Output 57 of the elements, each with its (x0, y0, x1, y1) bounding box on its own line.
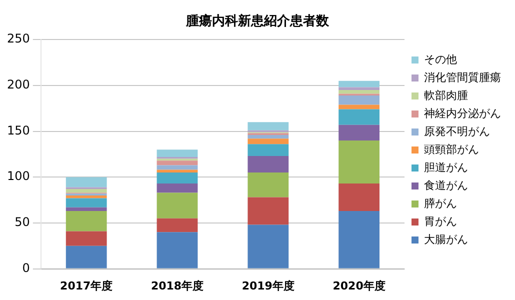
bar (338, 80, 380, 88)
bar (338, 104, 380, 110)
legend-label: 消化管間質腫瘍 (424, 70, 501, 84)
legend-label: 神経内分泌がん (424, 106, 501, 120)
bar (156, 184, 198, 193)
bar (66, 189, 107, 193)
bar (338, 96, 380, 105)
bar (248, 172, 289, 198)
bar (248, 224, 289, 268)
legend-label: 膵がん (424, 196, 457, 210)
legend-label: その他 (424, 52, 457, 66)
x-tick-label: 2020年度 (332, 279, 386, 292)
bar (66, 195, 107, 198)
bar (338, 140, 380, 184)
y-tick-label: 0 (22, 260, 30, 275)
legend-label: 食道がん (424, 178, 468, 192)
legend-label: 頭頸部がん (424, 142, 479, 156)
bar (156, 192, 198, 218)
bar (66, 246, 107, 268)
bar (156, 150, 198, 157)
legend-label: 胆道がん (424, 160, 468, 174)
bar (156, 172, 198, 184)
bar (248, 144, 289, 156)
legend-label: 胃がん (424, 214, 457, 228)
bar (248, 138, 289, 144)
bar (338, 184, 380, 212)
bar (156, 218, 198, 232)
y-tick-label: 250 (7, 32, 30, 46)
bar (156, 170, 198, 173)
bar (338, 87, 380, 90)
bar (66, 198, 107, 208)
bar (66, 231, 107, 246)
bar (156, 165, 198, 170)
bar (338, 109, 380, 125)
bar (338, 211, 380, 268)
legend-label: 大腸がん (424, 232, 468, 246)
y-tick-label: 200 (7, 78, 30, 92)
bar (248, 156, 289, 173)
y-tick-label: 150 (7, 123, 30, 138)
bar (248, 134, 289, 139)
bar (338, 124, 380, 140)
bar (156, 160, 198, 166)
legend-label: 軟部肉腫 (424, 88, 468, 102)
bar (156, 232, 198, 268)
bar (248, 122, 289, 130)
bar (66, 177, 107, 188)
x-tick-label: 2019年度 (242, 279, 294, 292)
legend-label: 原発不明がん (424, 124, 490, 138)
bar (338, 90, 380, 94)
bar (66, 211, 107, 232)
x-tick-label: 2017年度 (60, 279, 113, 292)
chart-title: 腫瘍内科新患紹介患者数 (185, 13, 330, 30)
y-tick-label: 50 (14, 215, 30, 230)
bar (66, 207, 107, 212)
bar (248, 197, 289, 225)
y-tick-label: 100 (7, 169, 30, 184)
x-tick-label: 2018年度 (150, 279, 204, 292)
